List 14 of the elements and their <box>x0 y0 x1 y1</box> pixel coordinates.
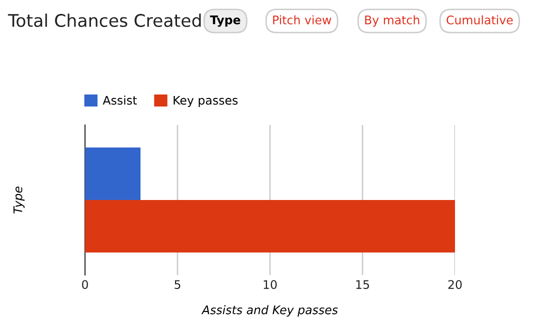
x-tick-label: 0 <box>82 280 88 289</box>
text: Type <box>210 16 240 27</box>
x-tick-label: 15 <box>356 280 369 289</box>
legend-label: Assist <box>102 96 137 105</box>
legend-label: Key passes <box>174 96 238 107</box>
text: Pitch view <box>273 15 332 24</box>
chart-title: Total Chances Created <box>8 14 201 28</box>
y-axis-title: Type <box>14 186 25 214</box>
text: By match <box>365 15 420 27</box>
x-tick-label: 5 <box>174 280 180 289</box>
x-tick-label: 20 <box>448 280 462 289</box>
text: Cumulative <box>446 15 513 24</box>
x-tick-label: 10 <box>264 280 277 289</box>
x-axis-title: Assists and Key passes <box>201 305 338 317</box>
